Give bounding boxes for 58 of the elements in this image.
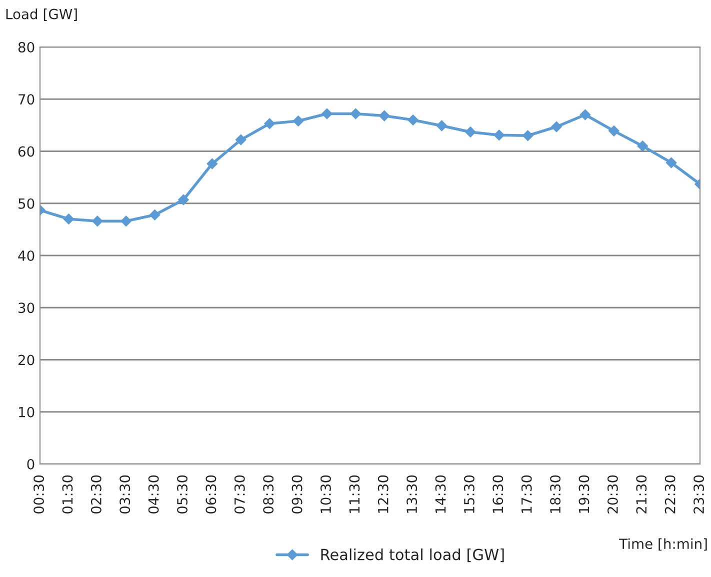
point [120,216,132,227]
x-tick-label: 19:30 [578,475,590,513]
point [580,109,591,120]
x-tick-label: 23:30 [694,475,704,514]
point [264,118,275,130]
point [63,214,74,224]
point [178,194,189,206]
x-tick-label: 17:30 [521,475,532,513]
point [292,116,304,126]
x-tick-label: 12:30 [378,475,388,513]
x-axis-title: Time [h:min] [619,538,707,551]
x-tick-label: 13:30 [406,475,418,513]
y-tick-label: 10 [18,406,34,418]
y-tick-label: 80 [18,42,34,52]
point [637,140,648,152]
y-axis-title: Load [GW] [6,8,77,21]
x-tick-label: 14:30 [435,475,446,513]
point [206,158,218,170]
x-tick-label: 15:30 [464,475,474,513]
y-tick-label: 50 [18,198,34,209]
x-tick-label: 11:30 [349,475,360,513]
x-tick-label: 07:30 [234,475,245,514]
x-tick-label: 16:30 [492,475,504,513]
point [92,216,103,227]
y-tick-label: 0 [27,458,34,470]
y-tick-label: 20 [18,354,34,366]
x-tick-label: 18:30 [550,475,561,513]
point [436,120,448,132]
legend-label: Realized total load [GW] [321,548,504,562]
x-tick-label: 05:30 [177,475,188,514]
x-tick-label: 03:30 [120,475,130,514]
x-tick-label: 00:30 [34,475,44,514]
x-tick-label: 10:30 [320,475,331,513]
y-tick-label: 30 [18,302,34,314]
y-tick-label: 60 [18,146,34,157]
x-tick-label: 01:30 [62,475,73,514]
x-tick-label: 20:30 [607,475,618,514]
point [608,125,620,136]
x-tick-label: 09:30 [292,475,302,514]
point [322,108,332,120]
x-tick-label: 22:30 [664,475,676,514]
point [494,130,505,141]
point [378,110,390,122]
x-tick-label: 21:30 [636,475,647,514]
x-tick-label: 04:30 [148,475,159,514]
point [465,126,476,138]
point [149,209,160,220]
y-tick-label: 70 [18,94,34,105]
x-tick-label: 06:30 [206,475,216,514]
point [666,157,677,168]
point [551,121,562,132]
point [235,134,246,146]
y-tick-label: 40 [18,250,34,261]
point [408,114,418,126]
point [522,130,534,142]
point [350,108,362,120]
x-tick-label: 08:30 [263,475,274,514]
x-tick-label: 02:30 [90,475,102,514]
